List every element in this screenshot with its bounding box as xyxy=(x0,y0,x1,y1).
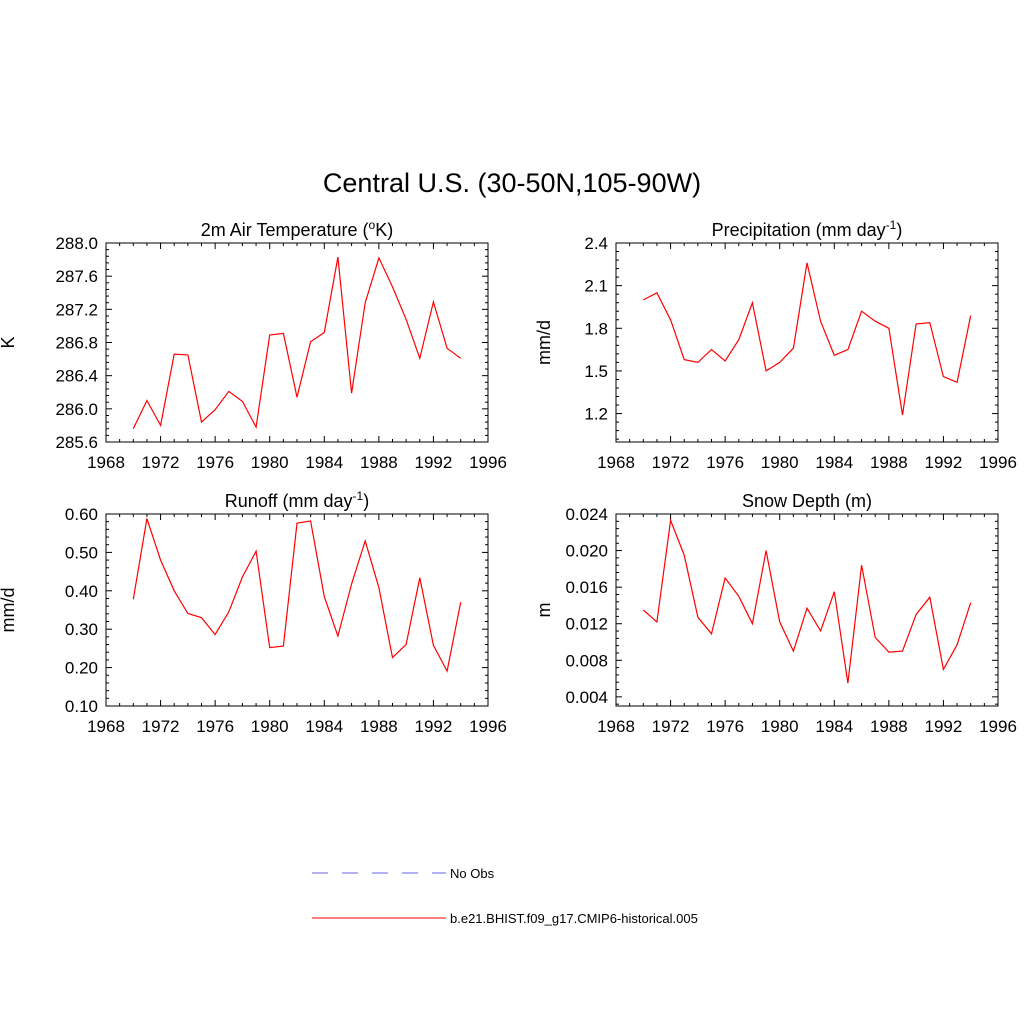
x-tick-label: 1996 xyxy=(469,453,507,472)
x-tick-label: 1996 xyxy=(979,453,1017,472)
series-line xyxy=(132,256,462,429)
y-tick-label: 0.012 xyxy=(565,615,608,634)
series-line xyxy=(642,518,972,684)
y-tick-label: 285.6 xyxy=(55,433,98,452)
x-tick-label: 1968 xyxy=(597,717,635,736)
y-tick-label: 0.020 xyxy=(565,542,608,561)
y-tick-label: 286.0 xyxy=(55,400,98,419)
y-tick-label: 288.0 xyxy=(55,234,98,253)
x-tick-label: 1980 xyxy=(761,453,799,472)
legend-label-model: b.e21.BHIST.f09_g17.CMIP6-historical.005 xyxy=(450,911,698,926)
y-tick-label: 0.60 xyxy=(65,505,98,524)
y-tick-label: 2.1 xyxy=(584,277,608,296)
plot-frame xyxy=(105,513,489,707)
legend-label-no-obs: No Obs xyxy=(450,866,495,881)
y-tick-label: 1.8 xyxy=(584,319,608,338)
y-tick-label: 0.008 xyxy=(565,651,608,670)
y-tick-label: 1.5 xyxy=(584,362,608,381)
x-tick-label: 1984 xyxy=(305,717,343,736)
x-tick-label: 1992 xyxy=(415,717,453,736)
y-tick-label: 0.10 xyxy=(65,697,98,716)
y-tick-label: 0.50 xyxy=(65,543,98,562)
panel-title: 2m Air Temperature (oK) xyxy=(201,218,393,240)
x-tick-label: 1968 xyxy=(597,453,635,472)
x-tick-label: 1980 xyxy=(761,717,799,736)
x-tick-label: 1972 xyxy=(652,717,690,736)
y-tick-label: 0.30 xyxy=(65,620,98,639)
y-tick-label: 2.4 xyxy=(584,234,608,253)
y-tick-label: 287.2 xyxy=(55,300,98,319)
figure-title: Central U.S. (30-50N,105-90W) xyxy=(322,168,702,198)
y-tick-label: 0.20 xyxy=(65,659,98,678)
x-tick-label: 1984 xyxy=(305,453,343,472)
y-axis-label: mm/d xyxy=(0,588,18,633)
y-tick-label: 0.004 xyxy=(565,688,608,707)
y-axis-label: mm/d xyxy=(534,320,554,365)
y-axis-label: m xyxy=(534,603,554,618)
plot-frame xyxy=(615,242,999,443)
x-tick-label: 1988 xyxy=(870,717,908,736)
x-tick-label: 1976 xyxy=(196,717,234,736)
x-tick-label: 1976 xyxy=(196,453,234,472)
x-tick-label: 1976 xyxy=(706,453,744,472)
x-tick-label: 1988 xyxy=(360,453,398,472)
panel-runoff: 1968 1972 1976 1980 1984 1988 1992 1996 0.10 0.20… xyxy=(0,489,507,736)
y-tick-label: 0.40 xyxy=(65,582,98,601)
y-tick-label: 286.8 xyxy=(55,334,98,353)
x-tick-label: 1976 xyxy=(706,717,744,736)
x-tick-label: 1992 xyxy=(415,453,453,472)
panel-snow-depth: 1968 1972 1976 1980 1984 1988 1992 1996 0.004 0.0… xyxy=(534,491,1017,736)
series-line xyxy=(132,518,462,673)
x-tick-label: 1988 xyxy=(360,717,398,736)
x-tick-label: 1980 xyxy=(251,453,289,472)
y-tick-label: 286.4 xyxy=(55,367,98,386)
panel-precipitation: 1968 1972 1976 1980 1984 1988 1992 1996 1.2 1.5 1.… xyxy=(534,218,1017,472)
x-tick-label: 1984 xyxy=(815,453,853,472)
y-tick-label: 1.2 xyxy=(584,405,608,424)
x-tick-label: 1972 xyxy=(142,453,180,472)
x-tick-label: 1968 xyxy=(87,717,125,736)
y-tick-label: 0.016 xyxy=(565,578,608,597)
x-tick-label: 1992 xyxy=(925,453,963,472)
x-tick-label: 1996 xyxy=(979,717,1017,736)
x-tick-label: 1972 xyxy=(652,453,690,472)
x-tick-label: 1980 xyxy=(251,717,289,736)
x-tick-label: 1984 xyxy=(815,717,853,736)
x-tick-label: 1992 xyxy=(925,717,963,736)
x-tick-label: 1996 xyxy=(469,717,507,736)
panel-title: Precipitation (mm day-1) xyxy=(712,218,903,240)
series-line xyxy=(643,262,972,416)
legend: No Obs b.e21.BHIST.f09_g17.CMIP6-historic… xyxy=(312,866,698,926)
y-tick-label: 287.6 xyxy=(55,267,98,286)
x-tick-label: 1988 xyxy=(870,453,908,472)
panel-temperature: 1968 1972 1976 1980 1984 1988 1992 1996 285.6 286… xyxy=(0,218,507,472)
x-tick-label: 1972 xyxy=(142,717,180,736)
y-tick-label: 0.024 xyxy=(565,505,608,524)
panel-title: Snow Depth (m) xyxy=(742,491,872,511)
y-axis-label: K xyxy=(0,336,18,348)
panel-title: Runoff (mm day-1) xyxy=(225,489,369,511)
x-tick-label: 1968 xyxy=(87,453,125,472)
